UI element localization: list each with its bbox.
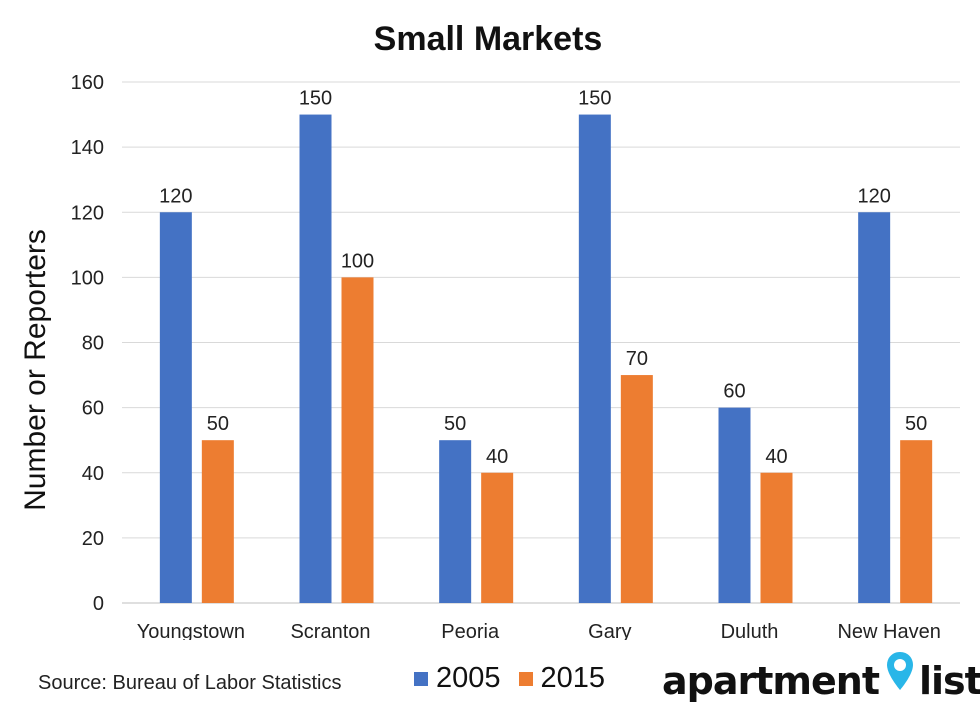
bar-2015-new-haven bbox=[900, 440, 933, 603]
legend-item-2005: 2005 bbox=[414, 662, 501, 695]
data-label: 150 bbox=[578, 88, 611, 110]
bar-2005-youngstown bbox=[159, 212, 192, 603]
y-tick-label: 60 bbox=[82, 398, 104, 420]
bar-2015-peoria bbox=[481, 472, 514, 603]
data-label: 100 bbox=[341, 250, 374, 272]
y-tick-label: 40 bbox=[82, 463, 104, 485]
data-label: 50 bbox=[905, 413, 927, 435]
x-tick-label: Scranton bbox=[290, 621, 370, 640]
y-tick-label: 100 bbox=[71, 267, 104, 289]
data-label: 40 bbox=[486, 446, 508, 468]
y-tick-label: 80 bbox=[82, 333, 104, 355]
bar-2005-duluth bbox=[718, 407, 751, 603]
data-label: 120 bbox=[857, 185, 890, 207]
data-label: 40 bbox=[765, 446, 787, 468]
legend: 2005 2015 bbox=[414, 662, 623, 695]
bar-2015-gary bbox=[620, 375, 653, 603]
logo-word-apartment: apartment bbox=[662, 659, 880, 703]
bar-2005-scranton bbox=[299, 114, 332, 603]
bar-2015-scranton bbox=[341, 277, 374, 603]
y-tick-label: 140 bbox=[71, 137, 104, 159]
x-tick-label: New Haven bbox=[837, 621, 940, 640]
x-tick-label: Gary bbox=[588, 621, 631, 640]
y-tick-label: 20 bbox=[82, 528, 104, 550]
data-label: 60 bbox=[723, 381, 745, 403]
data-label: 150 bbox=[299, 88, 332, 110]
bar-2005-new-haven bbox=[858, 212, 891, 603]
bar-2005-gary bbox=[578, 114, 611, 603]
chart-title: Small Markets bbox=[374, 20, 603, 58]
legend-swatch-2015 bbox=[518, 671, 533, 686]
y-axis-label: Number or Reporters bbox=[19, 229, 52, 511]
y-tick-label: 160 bbox=[71, 72, 104, 94]
data-label: 70 bbox=[626, 348, 648, 370]
y-tick-label: 0 bbox=[93, 593, 104, 615]
bar-2015-duluth bbox=[760, 472, 793, 603]
logo-word-list: list bbox=[918, 659, 980, 703]
x-tick-label: Peoria bbox=[441, 621, 500, 640]
legend-label-2015: 2015 bbox=[540, 662, 606, 694]
bar-chart: Small Markets Number or Reporters 0 20 40 60 8… bbox=[19, 20, 960, 640]
x-tick-label: Youngstown bbox=[137, 621, 245, 640]
legend-label-2005: 2005 bbox=[436, 662, 501, 694]
source-note: Source: Bureau of Labor Statistics bbox=[38, 672, 342, 694]
data-label: 50 bbox=[207, 413, 229, 435]
y-tick-label: 120 bbox=[71, 202, 104, 224]
bar-2015-youngstown bbox=[201, 440, 234, 603]
location-pin-icon bbox=[885, 650, 915, 694]
data-label: 120 bbox=[159, 185, 192, 207]
x-tick-label: Duluth bbox=[721, 621, 779, 640]
apartment-list-logo: apartment list bbox=[662, 650, 980, 703]
legend-swatch-2005 bbox=[414, 671, 428, 686]
bar-2005-peoria bbox=[439, 440, 472, 603]
chart-footer: Source: Bureau of Labor Statistics 2005 … bbox=[0, 640, 980, 711]
legend-item-2015: 2015 bbox=[518, 662, 606, 695]
data-label: 50 bbox=[444, 413, 466, 435]
